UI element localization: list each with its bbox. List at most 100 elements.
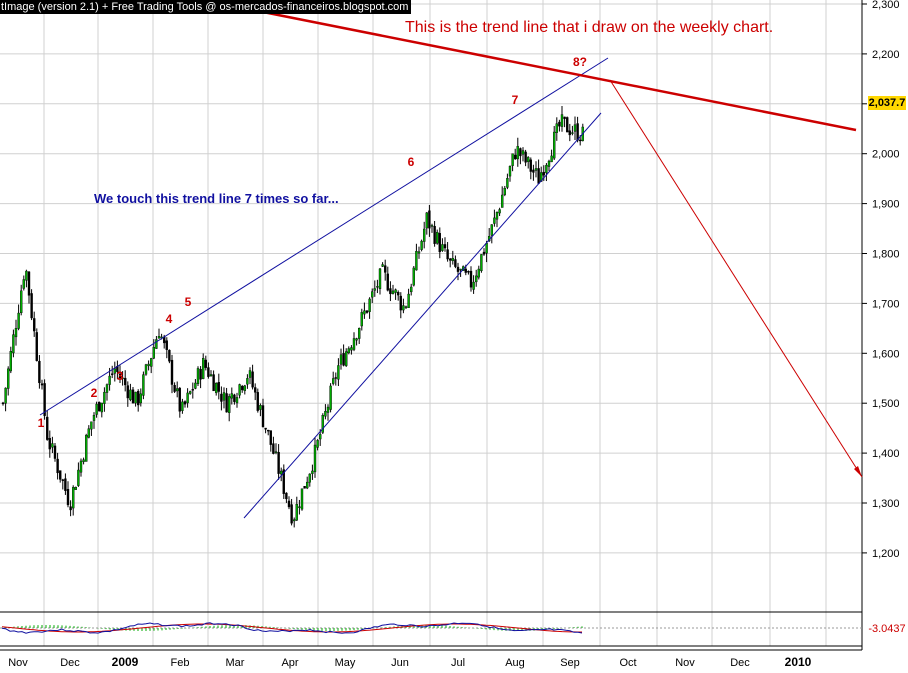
y-tick-label: 2,300 (872, 0, 900, 11)
candle-body (534, 168, 538, 171)
candle-body (43, 383, 46, 416)
candle-body (464, 268, 467, 273)
candle-body (459, 268, 462, 271)
x-tick-label: Sep (560, 657, 580, 669)
candle-body (568, 130, 571, 136)
candle-body (298, 506, 301, 508)
trendline-lower-channel (243, 112, 602, 519)
candle-body (454, 259, 457, 267)
candle-body (129, 389, 132, 400)
candle-body (430, 225, 434, 227)
candle-body (490, 224, 493, 236)
candle-body (14, 328, 18, 338)
x-tick-label: May (335, 657, 356, 669)
candle-body (337, 365, 340, 380)
candle-body (537, 168, 540, 184)
candle-body (311, 470, 314, 474)
candle-body (217, 382, 221, 392)
candle-body (113, 368, 117, 374)
candle-body (511, 153, 514, 166)
candle-body (61, 479, 64, 481)
candle-body (410, 286, 413, 293)
candle-body (417, 251, 421, 254)
candle-body (545, 164, 548, 174)
candle-body (105, 384, 109, 393)
touch-label-7: 7 (512, 93, 519, 107)
candle-body (373, 288, 376, 291)
candle-body (82, 459, 85, 462)
candle-body (472, 281, 475, 290)
candle-body (290, 504, 293, 524)
candle-body (282, 469, 285, 494)
candle-body (441, 244, 444, 251)
touch-label-5: 5 (185, 295, 192, 309)
candle-body (79, 460, 83, 473)
candle-body (329, 385, 332, 410)
touch-note: We touch this trend line 7 times so far.… (94, 191, 339, 206)
candle-body (368, 298, 371, 312)
candle-body (272, 443, 275, 454)
x-tick-label: Dec (730, 657, 750, 669)
x-tick-label: Nov (675, 657, 695, 669)
candle-body (316, 440, 319, 448)
candle-body (313, 444, 317, 473)
candle-body (246, 378, 249, 385)
candle-body (451, 258, 454, 262)
candle-body (355, 338, 358, 341)
candle-body (136, 391, 140, 406)
candle-body (334, 377, 337, 379)
candle-body (74, 487, 78, 490)
candle-body (365, 310, 369, 313)
y-tick-label: 1,600 (872, 348, 900, 360)
candle-body (196, 368, 200, 384)
candle-body (97, 401, 101, 412)
candle-body (555, 123, 558, 133)
x-tick-label: Nov (8, 657, 28, 669)
candle-body (209, 374, 213, 377)
candle-body (201, 358, 205, 379)
candle-body (225, 393, 228, 413)
candle-body (90, 421, 93, 430)
candle-body (220, 393, 223, 402)
candle-body (251, 371, 254, 388)
candle-body (264, 427, 267, 430)
candle-body (493, 217, 496, 224)
candle-body (230, 393, 234, 399)
candle-body (547, 160, 551, 167)
candle-body (243, 385, 247, 391)
candle-body (71, 487, 75, 509)
candle-body (147, 363, 150, 367)
candle-body (274, 451, 278, 453)
candle-body (433, 225, 436, 244)
watermark-title: tImage (version 2.1) + Free Trading Tool… (0, 0, 412, 14)
candle-body (178, 387, 182, 412)
candle-body (175, 388, 179, 392)
candle-body (501, 194, 504, 208)
candle-body (35, 332, 38, 361)
osc-main-line (1, 622, 583, 634)
last-price-label: 2,037.7 (868, 96, 906, 110)
candle-body (280, 470, 283, 475)
candle-body (397, 292, 400, 296)
candle-body (560, 114, 564, 127)
candle-body (20, 290, 23, 314)
candle-body (391, 290, 395, 294)
trendline-weekly-trend-line (257, 9, 857, 132)
candle-body (87, 428, 91, 438)
candle-body (303, 486, 306, 489)
candle-body (360, 312, 363, 327)
candle-body (498, 209, 501, 214)
candle-body (199, 368, 202, 380)
candle-body (269, 430, 272, 445)
candle-body (389, 288, 392, 295)
candle-body (326, 406, 330, 413)
candle-body (480, 254, 483, 272)
candle-body (571, 132, 574, 134)
candle-body (12, 334, 15, 354)
x-tick-label: Oct (619, 657, 636, 669)
touch-label-4: 4 (166, 312, 173, 326)
candle-body (563, 116, 566, 119)
candle-body (415, 251, 418, 271)
y-tick-label: 2,000 (872, 149, 900, 161)
candle-body (443, 244, 447, 249)
